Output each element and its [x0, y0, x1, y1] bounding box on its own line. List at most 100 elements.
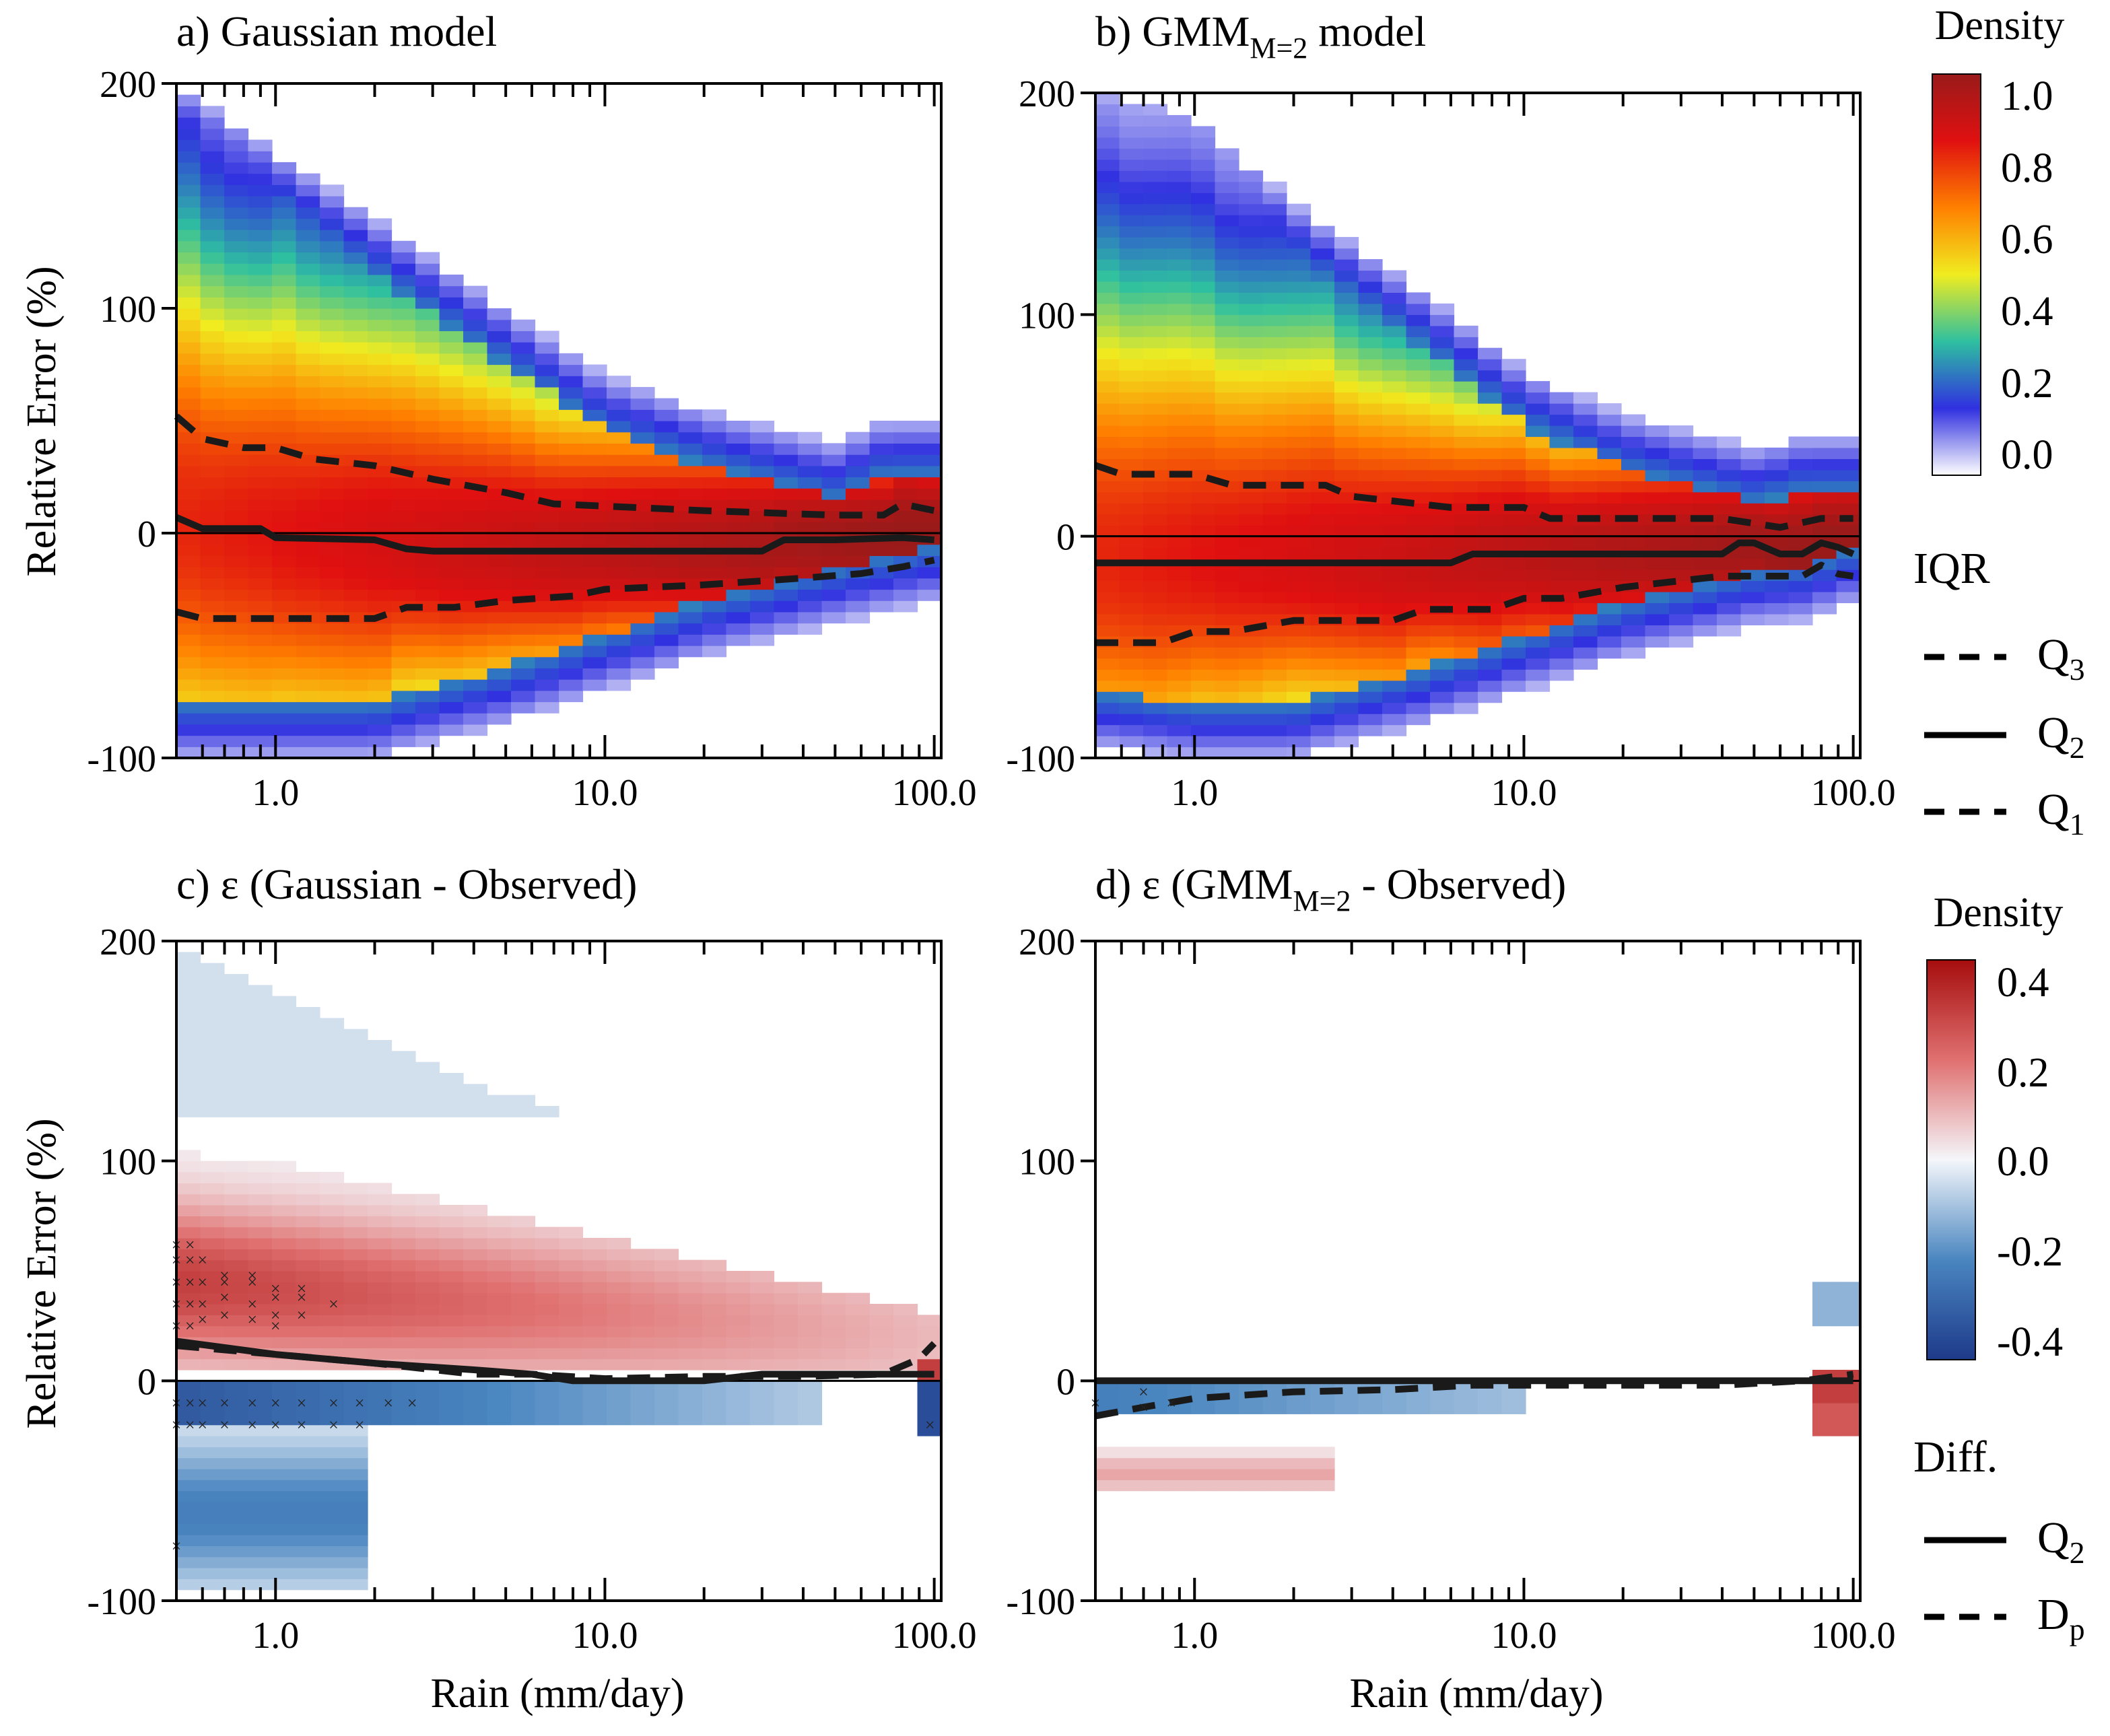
heatmap-cell	[1812, 503, 1837, 515]
heatmap-cell	[439, 285, 464, 298]
heatmap-cell	[1406, 691, 1431, 703]
heatmap-cell	[320, 567, 345, 579]
heatmap-cell	[1836, 481, 1861, 493]
heatmap-cell	[582, 679, 607, 691]
heatmap-cell	[607, 1249, 632, 1261]
heatmap-cell	[607, 1391, 632, 1403]
heatmap-cell	[415, 376, 440, 388]
heatmap-cell	[343, 1325, 368, 1338]
panel-b-ytick-100: 100	[1019, 295, 1075, 337]
heatmap-cell	[1382, 481, 1407, 493]
heatmap-cell	[1382, 536, 1407, 548]
heatmap-cell	[487, 1325, 512, 1338]
heatmap-cell	[630, 1271, 655, 1282]
heatmap-cell	[1119, 536, 1144, 548]
heatmap-cell	[320, 679, 345, 691]
heatmap-cell	[1549, 658, 1574, 670]
heatmap-cell	[200, 1436, 225, 1447]
heatmap-cell	[176, 1502, 201, 1513]
heatmap-cell	[343, 488, 368, 500]
heatmap-cell	[1191, 1469, 1216, 1480]
heatmap-cell	[1478, 458, 1503, 471]
heatmap-cell	[176, 398, 201, 410]
heatmap-cell	[702, 431, 727, 444]
heatmap-cell	[463, 499, 488, 512]
heatmap-cell	[1143, 303, 1168, 315]
heatmap-cell	[320, 1414, 345, 1426]
heatmap-cell	[200, 342, 225, 354]
heatmap-cell	[1095, 93, 1120, 105]
heatmap-cell	[1215, 170, 1239, 182]
heatmap-cell	[391, 522, 416, 534]
heatmap-cell	[320, 218, 345, 230]
heatmap-cell	[750, 454, 775, 466]
heatmap-cell	[343, 1391, 368, 1403]
heatmap-cell	[1501, 1391, 1526, 1403]
heatmap-cell	[439, 1226, 464, 1239]
heatmap-cell	[607, 398, 632, 410]
heatmap-cell	[1765, 458, 1790, 471]
heatmap-cell	[582, 567, 607, 579]
heatmap-cell	[439, 443, 464, 455]
heatmap-cell	[893, 522, 918, 534]
heatmap-cell	[1645, 536, 1670, 548]
heatmap-cell	[176, 431, 201, 444]
heatmap-cell	[1382, 503, 1407, 515]
heatmap-cell	[343, 1535, 368, 1546]
heatmap-cell	[1119, 569, 1144, 582]
heatmap-cell	[678, 634, 703, 646]
heatmap-cell	[415, 533, 440, 545]
heatmap-cell	[272, 555, 297, 567]
significance-marker: ×	[185, 1294, 195, 1314]
heatmap-cell	[1310, 281, 1335, 293]
heatmap-cell	[1215, 248, 1239, 260]
heatmap-cell	[1287, 392, 1312, 404]
heatmap-cell	[320, 1282, 345, 1294]
heatmap-cell	[391, 634, 416, 646]
heatmap-cell	[1501, 613, 1526, 625]
heatmap-cell	[1095, 491, 1120, 504]
heatmap-cell	[1191, 126, 1216, 138]
heatmap-cell	[248, 634, 273, 646]
heatmap-cell	[1095, 1391, 1120, 1403]
heatmap-cell	[200, 600, 225, 613]
heatmap-cell	[200, 974, 225, 985]
heatmap-cell	[798, 578, 823, 590]
heatmap-cell	[1382, 669, 1407, 681]
heatmap-cell	[559, 477, 584, 489]
heatmap-cell	[1382, 580, 1407, 592]
heatmap-cell	[1215, 613, 1239, 625]
heatmap-cell	[320, 600, 345, 613]
heatmap-cell	[368, 1271, 393, 1282]
heatmap-cell	[1310, 414, 1335, 426]
heatmap-cell	[750, 488, 775, 500]
heatmap-cell	[1382, 602, 1407, 615]
heatmap-cell	[582, 1337, 607, 1348]
heatmap-cell	[248, 578, 273, 590]
heatmap-cell	[535, 510, 559, 522]
panel-b-title: b) GMMM=2 model	[1095, 7, 1426, 65]
heatmap-cell	[1262, 602, 1287, 615]
heatmap-cell	[200, 230, 225, 242]
heatmap-cell	[248, 477, 273, 489]
heatmap-cell	[343, 735, 368, 747]
heatmap-cell	[487, 1282, 512, 1294]
legend-diff: Diff. Q2 Dp	[1913, 1432, 2085, 1646]
heatmap-cell	[559, 1259, 584, 1272]
heatmap-cell	[1287, 303, 1312, 315]
heatmap-cell	[296, 701, 320, 714]
heatmap-cell	[200, 173, 225, 185]
heatmap-cell	[439, 386, 464, 399]
heatmap-cell	[1430, 403, 1455, 415]
heatmap-cell	[320, 1568, 345, 1579]
heatmap-cell	[368, 285, 393, 298]
heatmap-cell	[224, 1535, 249, 1546]
heatmap-cell	[654, 454, 679, 466]
heatmap-cell	[1788, 469, 1813, 481]
heatmap-cell	[1262, 1480, 1287, 1492]
heatmap-cell	[248, 1007, 273, 1018]
heatmap-cell	[1287, 1403, 1312, 1414]
heatmap-cell	[320, 386, 345, 399]
heatmap-cell	[1501, 625, 1526, 637]
heatmap-cell	[320, 589, 345, 601]
